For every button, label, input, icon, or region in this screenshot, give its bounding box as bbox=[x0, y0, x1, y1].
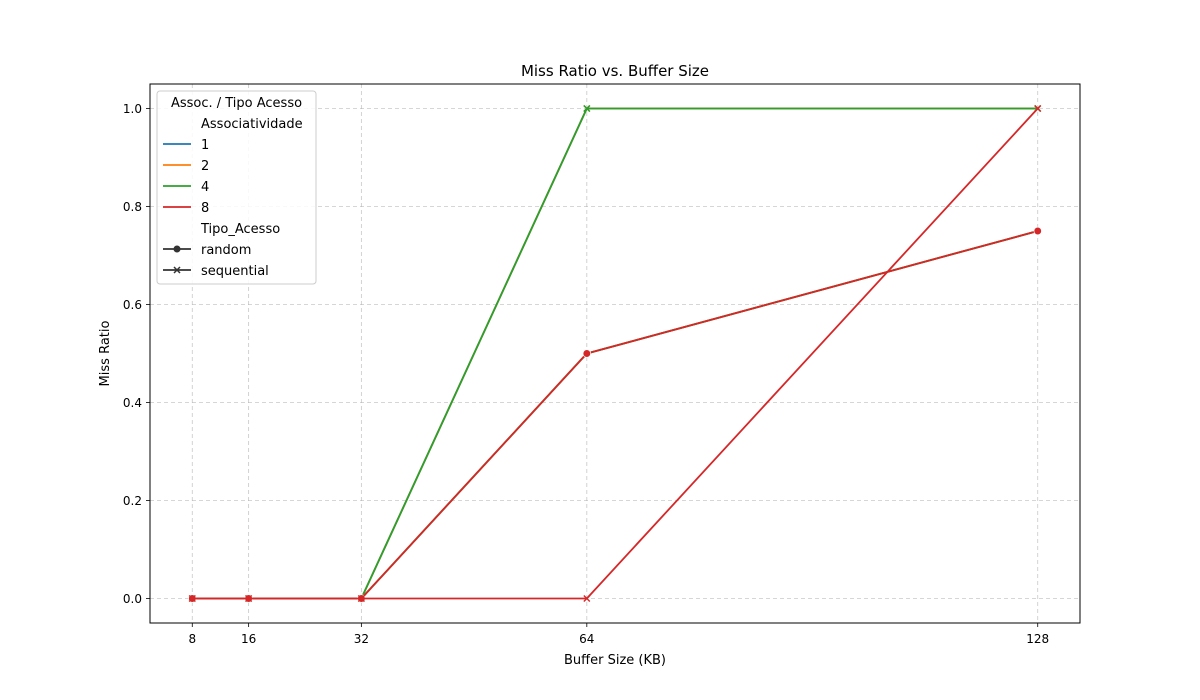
y-tick-label: 0.6 bbox=[123, 298, 142, 312]
plot-series bbox=[188, 105, 1042, 603]
point-assoc-8-sequential bbox=[1034, 105, 1042, 112]
y-tick-label: 0.2 bbox=[123, 494, 142, 508]
plot-area-frame bbox=[149, 83, 1081, 624]
point-assoc-8-sequential bbox=[357, 595, 365, 602]
chart-title: Miss Ratio vs. Buffer Size bbox=[521, 62, 709, 80]
x-tick-label: 16 bbox=[241, 632, 256, 646]
legend-hue-title: Associatividade bbox=[201, 117, 303, 132]
point-assoc-8-sequential bbox=[583, 595, 591, 602]
point-assoc-4-sequential bbox=[583, 105, 591, 112]
x-tick-label: 64 bbox=[579, 632, 594, 646]
legend-label-assoc-1: 1 bbox=[201, 138, 209, 153]
legend-title: Assoc. / Tipo Acesso bbox=[171, 96, 302, 111]
legend-marker-x-icon bbox=[173, 266, 181, 274]
y-tick-label: 0.8 bbox=[123, 200, 142, 214]
x-axis-label: Buffer Size (KB) bbox=[564, 653, 666, 668]
legend-label-sequential: sequential bbox=[201, 264, 269, 279]
legend-marker-circle-icon bbox=[173, 245, 181, 253]
point-assoc-8-sequential bbox=[245, 595, 253, 602]
x-tick-label: 128 bbox=[1026, 632, 1049, 646]
legend-label-assoc-4: 4 bbox=[201, 180, 209, 195]
point-assoc-8-sequential bbox=[188, 595, 196, 602]
y-tick-label: 0.4 bbox=[123, 396, 142, 410]
y-tick-label: 0.0 bbox=[123, 592, 142, 606]
x-tick-label: 32 bbox=[354, 632, 369, 646]
legend-box bbox=[156, 90, 317, 285]
legend-style-title: Tipo_Acesso bbox=[200, 222, 280, 237]
y-tick-label: 1.0 bbox=[123, 102, 142, 116]
x-tick-label: 8 bbox=[188, 632, 196, 646]
legend: Assoc. / Tipo Acesso Associatividade 1 2… bbox=[156, 90, 317, 285]
legend-label-assoc-8: 8 bbox=[201, 201, 209, 216]
point-assoc-8-random bbox=[1033, 226, 1042, 236]
y-axis-label: Miss Ratio bbox=[98, 321, 113, 387]
legend-label-random: random bbox=[201, 243, 251, 258]
point-assoc-8-random bbox=[582, 349, 591, 358]
legend-label-assoc-2: 2 bbox=[201, 159, 209, 174]
